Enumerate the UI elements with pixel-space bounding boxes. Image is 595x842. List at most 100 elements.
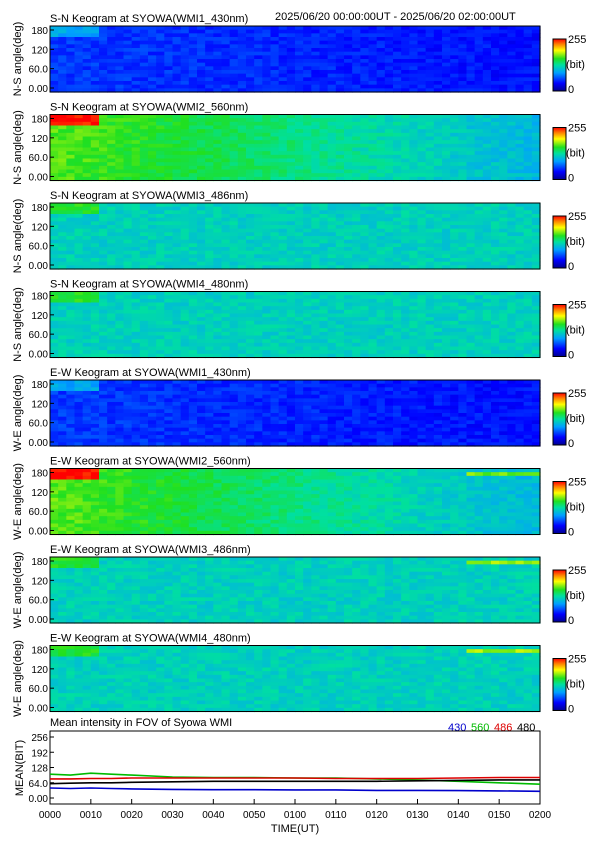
keogram-cell [82,298,92,304]
keogram-cell [482,81,492,86]
keogram-cell [335,331,345,337]
keogram-cell [491,291,500,296]
keogram-cell [262,84,272,89]
keogram-cell [474,247,484,252]
keogram-cell [115,424,125,429]
keogram-cell [107,383,116,388]
keogram-cell [433,320,443,326]
keogram-cell [270,84,280,89]
keogram-cell [425,143,435,149]
keogram-cell [523,254,533,259]
keogram-cell [311,431,321,436]
keogram-cell [499,136,508,141]
keogram-cell [433,261,443,266]
keogram-cell [384,328,394,333]
keogram-cell [286,416,296,421]
keogram-cell [286,33,296,38]
keogram-cell [531,350,541,355]
keogram-cell [270,335,280,340]
keogram-cell [99,228,108,233]
keogram-cell [82,416,92,421]
keogram-cell [148,302,157,307]
keogram-cell [58,162,67,167]
keogram-cell [221,73,231,78]
keogram-cell [90,203,100,208]
keogram-cell [303,158,312,163]
keogram-cell [319,398,329,403]
keogram-cell [50,173,59,178]
keogram-cell [352,143,361,149]
keogram-cell [148,48,157,53]
keogram-cell [335,250,345,255]
keogram-cell [107,81,116,86]
keogram-cell [115,383,125,388]
keogram-cell [295,387,304,392]
keogram-cell [107,77,116,82]
keogram-cell [409,147,419,152]
keogram-cell [107,121,116,127]
keogram-cell [442,339,451,344]
keogram-cell [295,416,304,421]
keogram-cell [90,239,100,244]
keogram-cell [458,317,468,322]
keogram-cell [433,342,443,348]
keogram-cell [384,143,394,149]
keogram-cell [164,129,174,134]
keogram-cell [327,317,337,322]
keogram-cell [90,416,100,421]
keogram-cell [50,154,59,160]
keogram-cell [295,309,304,315]
keogram-cell [123,173,133,178]
keogram-cell [148,173,157,178]
keogram-cell [205,387,214,392]
keogram-cell [50,206,59,211]
keogram-cell [531,162,541,167]
keogram-cell [164,29,174,34]
keogram-cell [507,247,517,252]
keogram-cell [164,424,174,429]
keogram-cell [295,121,304,127]
keogram-cell [213,295,223,300]
keogram-cell [156,118,165,123]
keogram-cell [344,165,353,171]
keogram-cell [229,151,239,156]
keogram-cell [482,239,492,244]
keogram-cell [491,339,500,344]
keogram-cell [344,306,353,311]
keogram-cell [237,328,247,333]
keogram-cell [213,342,223,348]
keogram-cell [254,383,263,388]
keogram-cell [352,77,361,82]
keogram-cell [82,121,92,127]
keogram-cell [384,37,394,42]
keogram-cell [99,413,108,418]
keogram-cell [327,221,337,226]
keogram-cell [466,51,476,56]
keogram-cell [74,176,84,182]
keogram-cell [246,169,255,174]
keogram-cell [229,247,239,252]
keogram-cell [458,295,468,300]
keogram-cell [188,118,198,123]
keogram-cell [148,261,157,266]
keogram-cell [425,173,435,178]
keogram-cell [197,250,206,255]
keogram-cell [270,265,280,270]
keogram-cell [50,409,59,414]
keogram-cell [352,309,361,315]
keogram-cell [156,350,165,355]
keogram-cell [278,147,288,152]
keogram-cell [433,40,443,45]
keogram-cell [58,420,67,425]
keogram-cell [286,298,296,304]
keogram-cell [499,125,508,130]
keogram-cell [474,143,484,149]
keogram-cell [417,125,427,130]
keogram-cell [466,228,476,233]
keogram-cell [417,353,427,359]
keogram-cell [66,44,76,49]
keogram-cell [99,394,108,399]
keogram-cell [515,250,525,255]
keogram-cell [376,162,386,167]
keogram-cell [139,261,149,266]
